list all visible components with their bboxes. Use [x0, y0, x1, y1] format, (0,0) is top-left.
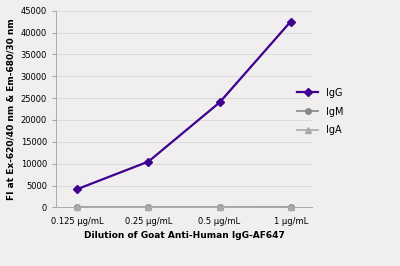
Legend: IgG, IgM, IgA: IgG, IgM, IgA	[297, 88, 344, 135]
IgA	[217, 206, 222, 209]
IgM	[217, 205, 222, 209]
X-axis label: Dilution of Goat Anti-Human IgG-AF647: Dilution of Goat Anti-Human IgG-AF647	[84, 231, 284, 240]
IgM	[146, 205, 151, 209]
IgA	[75, 206, 80, 209]
IgG	[75, 188, 80, 191]
Line: IgG: IgG	[74, 19, 294, 192]
Line: IgM: IgM	[74, 204, 294, 210]
IgG	[146, 160, 151, 163]
Y-axis label: FI at Ex-620/40 nm & Em-680/30 nm: FI at Ex-620/40 nm & Em-680/30 nm	[6, 18, 15, 200]
IgA	[146, 206, 151, 209]
IgM	[288, 205, 293, 209]
Line: IgA: IgA	[74, 204, 294, 210]
IgM	[75, 205, 80, 209]
IgG	[288, 20, 293, 23]
IgG	[217, 101, 222, 104]
IgA	[288, 205, 293, 209]
